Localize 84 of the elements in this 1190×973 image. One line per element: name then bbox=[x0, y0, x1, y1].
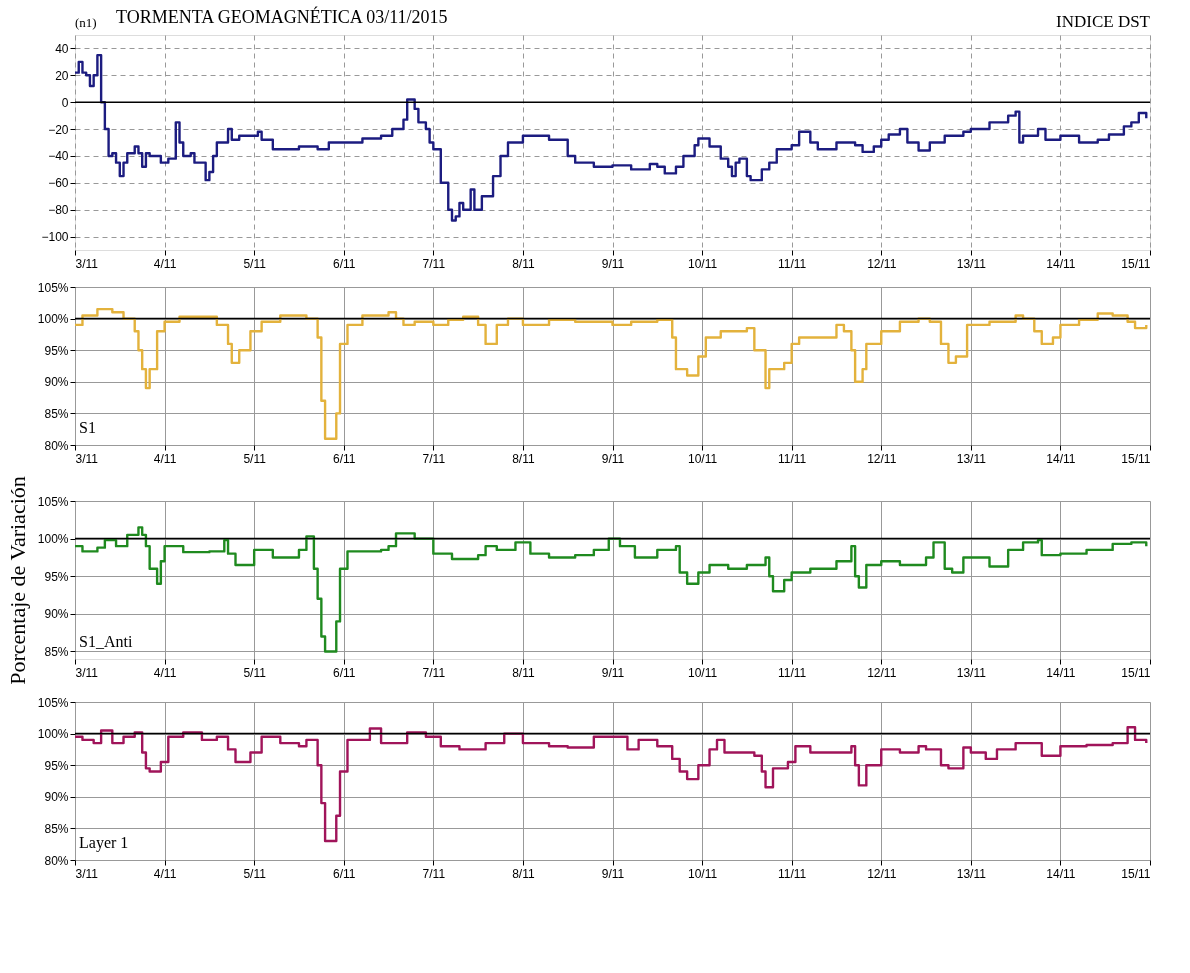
text: (n1) bbox=[75, 15, 97, 30]
x-tick-label: 11/11 bbox=[778, 256, 807, 271]
y-tick-label: 0 bbox=[61, 95, 69, 110]
x-tick-label: 10/11 bbox=[688, 256, 718, 271]
x-tick-label: 4/11 bbox=[153, 451, 177, 466]
x-tick-label: 10/11 bbox=[688, 665, 718, 680]
x-tick-label: 3/11 bbox=[75, 451, 99, 466]
x-tick-label: 9/11 bbox=[601, 451, 625, 466]
text: INDICE DST bbox=[1056, 12, 1151, 31]
y-tick-label: 90% bbox=[44, 607, 69, 622]
y-tick-label: 95% bbox=[44, 343, 69, 358]
x-tick-label: 14/11 bbox=[1046, 665, 1076, 680]
x-tick-label: 7/11 bbox=[422, 451, 446, 466]
x-tick-label: 12/11 bbox=[867, 665, 897, 680]
y-tick-label: −60 bbox=[48, 176, 69, 191]
x-tick-label: 6/11 bbox=[333, 866, 356, 881]
x-tick-label: 6/11 bbox=[333, 665, 356, 680]
x-tick-label: 7/11 bbox=[422, 866, 446, 881]
x-tick-label: 3/11 bbox=[75, 866, 99, 881]
y-tick-label: 100% bbox=[37, 312, 69, 327]
y-tick-label: 80% bbox=[44, 853, 69, 868]
x-tick-label: 11/11 bbox=[778, 866, 807, 881]
x-tick-label: 10/11 bbox=[688, 451, 718, 466]
y-tick-label: 105% bbox=[37, 695, 69, 710]
x-tick-label: 14/11 bbox=[1046, 866, 1076, 881]
y-tick-label: 85% bbox=[44, 406, 69, 421]
y-tick-label: 85% bbox=[44, 644, 69, 659]
y-tick-label: 105% bbox=[37, 494, 69, 509]
y-tick-label: 100% bbox=[37, 727, 69, 742]
x-tick-label: 5/11 bbox=[243, 451, 267, 466]
x-tick-label: 15/11 bbox=[1121, 665, 1151, 680]
x-tick-label: 12/11 bbox=[867, 866, 897, 881]
x-tick-label: 13/11 bbox=[956, 256, 987, 271]
x-tick-label: 15/11 bbox=[1121, 451, 1151, 466]
x-tick-label: 6/11 bbox=[333, 451, 356, 466]
x-tick-label: 4/11 bbox=[153, 866, 177, 881]
x-tick-label: 9/11 bbox=[601, 256, 625, 271]
y-tick-label: 20 bbox=[55, 68, 69, 83]
x-tick-label: 15/11 bbox=[1121, 256, 1151, 271]
annotation: S1_Anti bbox=[79, 633, 133, 650]
x-tick-label: 12/11 bbox=[867, 256, 897, 271]
x-tick-label: 3/11 bbox=[75, 256, 99, 271]
y-tick-label: −40 bbox=[48, 149, 69, 164]
annotation: Layer 1 bbox=[79, 834, 129, 852]
annotation: S1 bbox=[79, 419, 96, 436]
y-tick-label: 90% bbox=[44, 790, 69, 805]
x-tick-label: 8/11 bbox=[512, 451, 535, 466]
x-tick-label: 13/11 bbox=[956, 451, 987, 466]
x-tick-label: 8/11 bbox=[512, 256, 535, 271]
chart-title: TORMENTA GEOMAGNÉTICA 03/11/2015 bbox=[115, 6, 448, 27]
x-tick-label: 7/11 bbox=[422, 665, 446, 680]
x-tick-label: 11/11 bbox=[778, 665, 807, 680]
y-tick-label: 40 bbox=[55, 41, 69, 56]
x-tick-label: 8/11 bbox=[512, 866, 535, 881]
x-tick-label: 3/11 bbox=[75, 665, 99, 680]
y-tick-label: 95% bbox=[44, 569, 69, 584]
x-tick-label: 7/11 bbox=[422, 256, 446, 271]
x-tick-label: 8/11 bbox=[512, 665, 535, 680]
y-tick-label: −100 bbox=[41, 230, 69, 245]
x-tick-label: 11/11 bbox=[778, 451, 807, 466]
x-tick-label: 12/11 bbox=[867, 451, 897, 466]
x-tick-label: 14/11 bbox=[1046, 256, 1076, 271]
y-tick-label: 105% bbox=[37, 280, 69, 295]
y-tick-label: 85% bbox=[44, 821, 69, 836]
x-tick-label: 5/11 bbox=[243, 256, 267, 271]
x-tick-label: 4/11 bbox=[153, 256, 177, 271]
x-tick-label: 14/11 bbox=[1046, 451, 1076, 466]
y-tick-label: 90% bbox=[44, 375, 69, 390]
y-tick-label: −20 bbox=[48, 122, 69, 137]
x-tick-label: 4/11 bbox=[153, 665, 177, 680]
x-tick-label: 13/11 bbox=[956, 866, 987, 881]
y-tick-label: 95% bbox=[44, 758, 69, 773]
x-tick-label: 9/11 bbox=[601, 665, 625, 680]
y-tick-label: −80 bbox=[48, 203, 69, 218]
y-axis-title: Porcentaje de Variación bbox=[4, 476, 30, 685]
y-tick-label: 80% bbox=[44, 438, 69, 453]
x-tick-label: 10/11 bbox=[688, 866, 718, 881]
y-tick-label: 100% bbox=[37, 532, 69, 547]
x-tick-label: 9/11 bbox=[601, 866, 625, 881]
x-tick-label: 15/11 bbox=[1121, 866, 1151, 881]
x-tick-label: 5/11 bbox=[243, 665, 267, 680]
x-tick-label: 5/11 bbox=[243, 866, 267, 881]
x-tick-label: 6/11 bbox=[333, 256, 356, 271]
x-tick-label: 13/11 bbox=[956, 665, 987, 680]
